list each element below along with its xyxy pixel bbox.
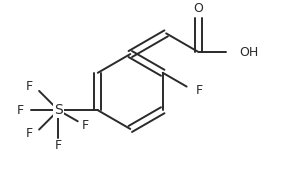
Text: O: O: [194, 2, 203, 15]
Text: F: F: [82, 119, 89, 132]
Text: OH: OH: [239, 46, 258, 59]
Text: S: S: [54, 103, 63, 117]
Text: F: F: [55, 139, 62, 152]
Text: F: F: [26, 127, 33, 140]
Text: F: F: [26, 80, 33, 93]
Text: F: F: [17, 104, 24, 117]
Text: F: F: [196, 84, 203, 97]
